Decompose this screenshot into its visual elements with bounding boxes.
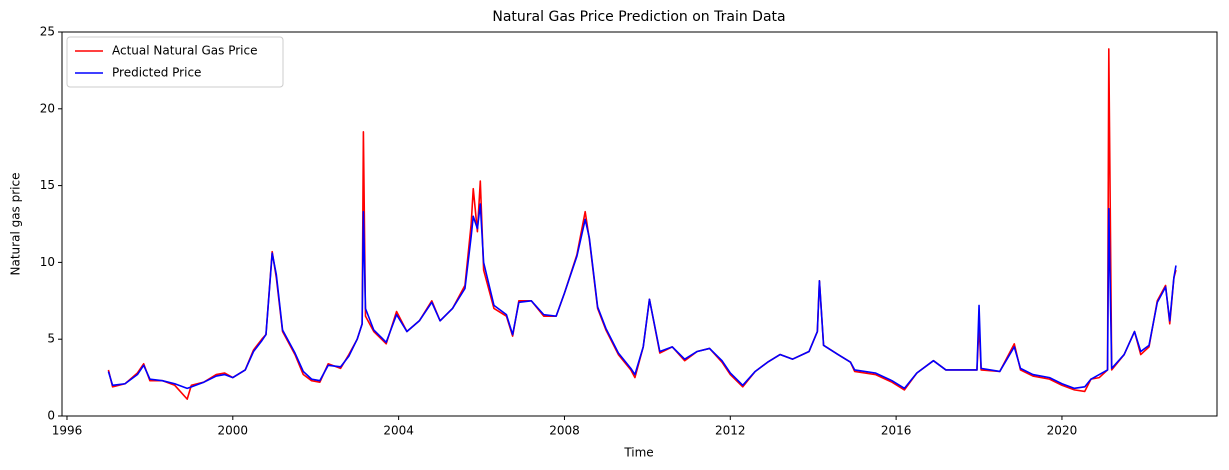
x-tick-label: 2016 <box>881 424 912 438</box>
y-tick-label: 10 <box>40 255 55 269</box>
y-tick-label: 20 <box>40 101 55 115</box>
series-line <box>107 48 1177 400</box>
y-tick-label: 25 <box>40 25 55 39</box>
legend-box <box>66 36 284 88</box>
x-axis-label: Time <box>623 446 653 460</box>
x-tick-label: 2000 <box>218 424 249 438</box>
legend-label: Actual Natural Gas Price <box>112 44 257 58</box>
x-tick-label: 2020 <box>1047 424 1078 438</box>
y-tick-label: 0 <box>47 409 55 423</box>
chart-title: Natural Gas Price Prediction on Train Da… <box>492 9 785 25</box>
legend-label: Predicted Price <box>112 66 201 80</box>
x-tick-label: 2008 <box>549 424 580 438</box>
y-axis-label: Natural gas price <box>9 173 23 276</box>
y-tick-label: 15 <box>40 178 55 192</box>
plot-frame <box>61 31 1218 417</box>
y-tick-label: 5 <box>47 332 55 346</box>
x-tick-label: 2012 <box>715 424 746 438</box>
x-tick-label: 2004 <box>383 424 414 438</box>
x-tick-label: 1996 <box>52 424 83 438</box>
series-line <box>107 203 1177 390</box>
